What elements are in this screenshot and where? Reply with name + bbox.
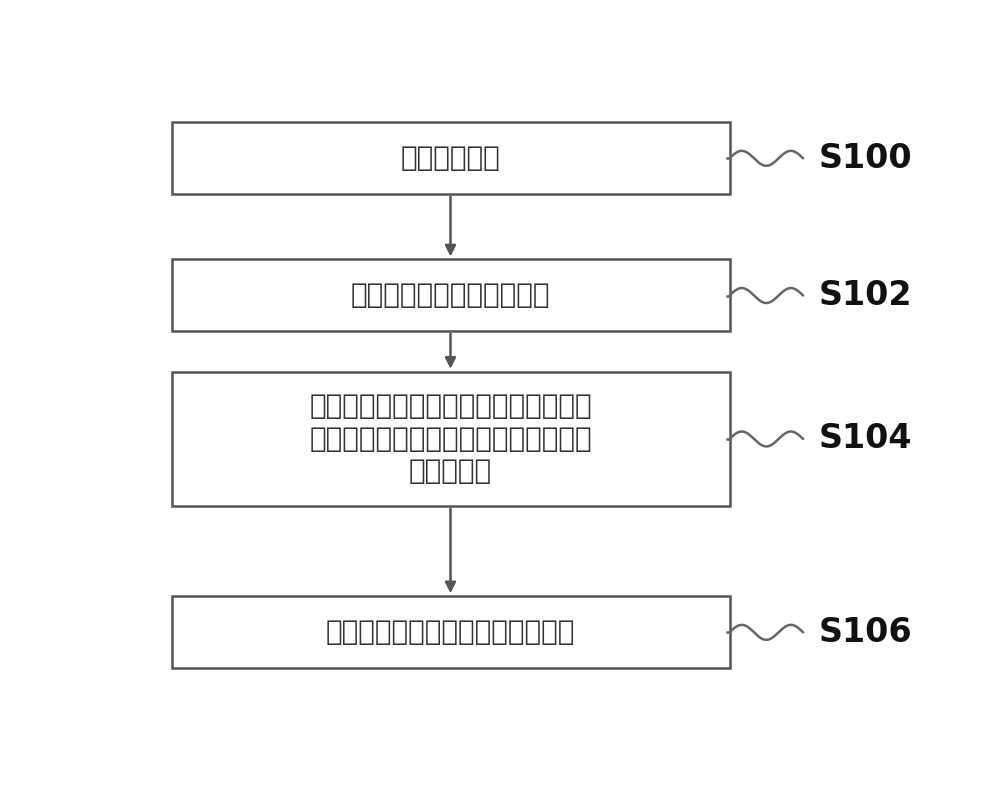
Bar xyxy=(172,372,730,505)
Text: 依据第一反馈值推算出血球容积比: 依据第一反馈值推算出血球容积比 xyxy=(326,618,575,646)
Bar xyxy=(172,259,730,331)
Text: 使全血样品进入第一反应区: 使全血样品进入第一反应区 xyxy=(351,281,550,309)
Text: S102: S102 xyxy=(819,279,912,312)
Bar xyxy=(172,596,730,668)
Text: 提供检测试片: 提供检测试片 xyxy=(401,144,500,172)
Text: S106: S106 xyxy=(819,616,912,649)
Text: S104: S104 xyxy=(819,423,912,455)
Text: 以方波伏安法对一对第一电极施加一组
方波电压，以得到有关于血球容积比的
第一反馈值: 以方波伏安法对一对第一电极施加一组 方波电压，以得到有关于血球容积比的 第一反馈… xyxy=(309,392,592,485)
Text: S100: S100 xyxy=(819,142,912,175)
Bar xyxy=(172,122,730,194)
